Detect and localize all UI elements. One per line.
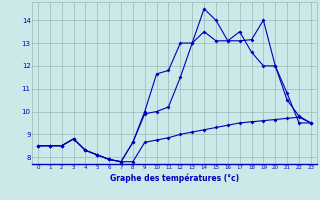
X-axis label: Graphe des températures (°c): Graphe des températures (°c) <box>110 173 239 183</box>
